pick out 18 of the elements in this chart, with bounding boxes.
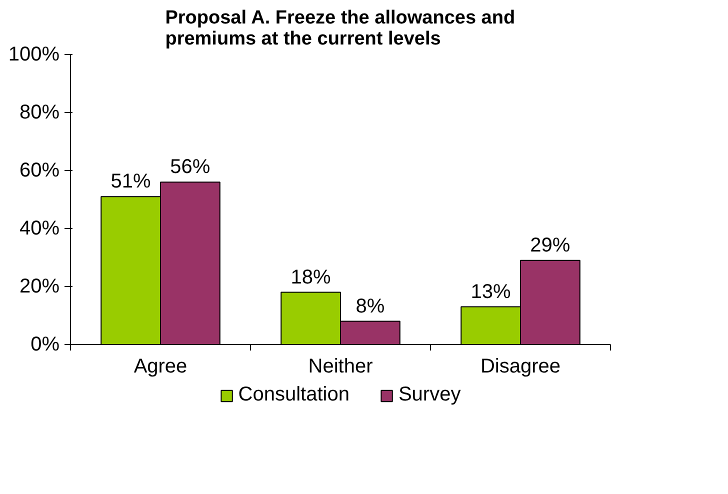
y-tick-label: 100% [8, 44, 60, 66]
data-label: 8% [356, 295, 385, 318]
data-label: 56% [170, 156, 210, 178]
x-tick-label: Agree [134, 356, 188, 378]
legend-label: Consultation [238, 384, 350, 406]
data-label: 51% [110, 170, 152, 193]
y-tick-label: 80% [19, 102, 60, 124]
data-label: 18% [290, 266, 332, 288]
legend-label: Survey [398, 384, 461, 406]
y-tick-label: 20% [19, 276, 60, 298]
y-tick-label: 40% [19, 218, 60, 240]
x-tick-label: Neither [308, 356, 374, 378]
data-label: 29% [530, 234, 570, 256]
y-tick-label: 0% [30, 334, 60, 356]
chart-title: Proposal A. Freeze the allowances and premiums at the current levels [165, 8, 516, 50]
x-tick-label: Disagree [480, 356, 561, 378]
y-tick-label: 60% [19, 160, 60, 182]
data-label: 13% [470, 280, 512, 303]
